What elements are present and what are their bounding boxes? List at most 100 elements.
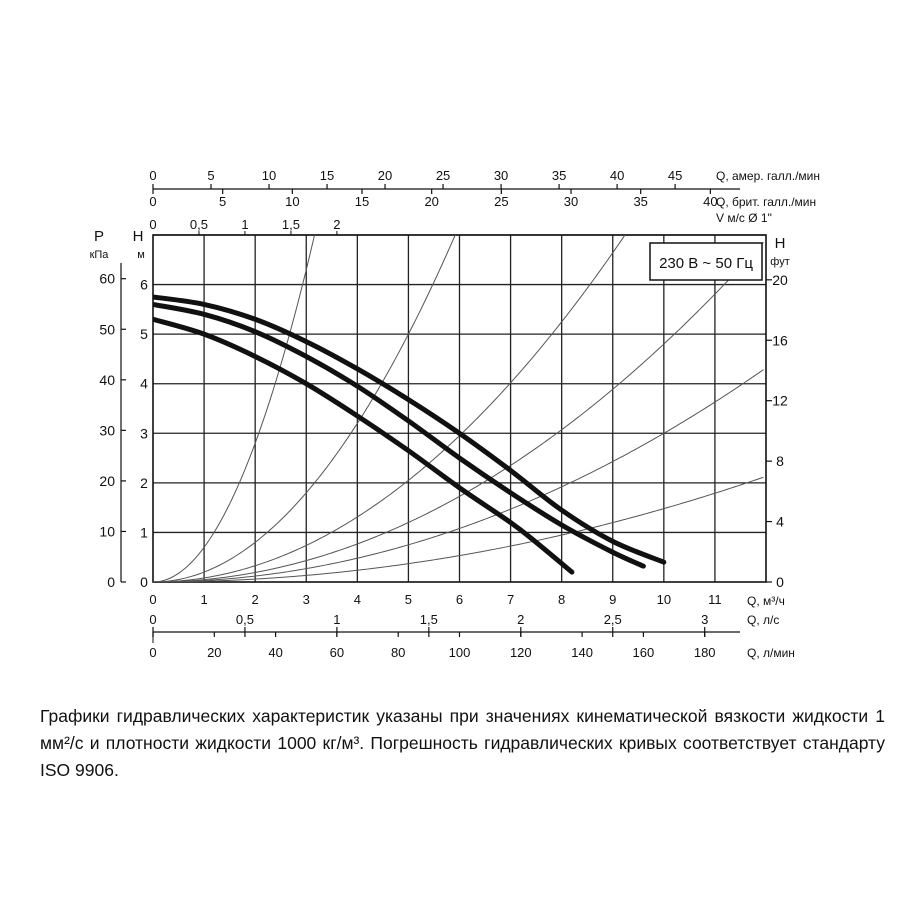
x-us-tick-label: 30: [494, 168, 508, 183]
system-curve: [153, 369, 764, 582]
x-main-tick-label: 11: [708, 592, 722, 607]
x-lmin-tick-label: 80: [391, 645, 405, 660]
plot-frame: [152, 234, 767, 583]
x-us-tick-label: 5: [207, 168, 214, 183]
system-curve: [153, 235, 316, 582]
y-kpa-tick-label: 60: [99, 271, 115, 287]
x-ls-tick-label: 0,5: [236, 612, 254, 627]
x-ls-tick-label: 2,5: [604, 612, 622, 627]
x-lmin-tick-label: 180: [694, 645, 716, 660]
x-main-tick-label: 6: [456, 592, 463, 607]
x-us-axis-label: Q, амер. галл./мин: [716, 169, 820, 183]
x-lmin-tick-label: 140: [571, 645, 593, 660]
x-velocity-axis-label: V м/с Ø 1": [716, 211, 772, 225]
pump-curve-speed-3: [153, 316, 575, 575]
x-main-tick-label: 8: [558, 592, 565, 607]
x-ls-tick-label: 1,5: [420, 612, 438, 627]
y-kpa-tick-label: 20: [99, 473, 115, 489]
x-us-tick-label: 0: [149, 168, 156, 183]
x-main-axis-label: Q, м³/ч: [747, 594, 785, 608]
x-lmin-tick-label: 0: [149, 645, 156, 660]
legend-box: 230 В ~ 50 Гц: [649, 242, 763, 281]
y-ft-axis-title: H: [775, 235, 786, 252]
y-ft-axis-unit: фут: [770, 256, 789, 268]
x-main-tick-label: 3: [303, 592, 310, 607]
pump-curve-speed-1: [153, 294, 667, 565]
x-ls-tick-label: 0: [149, 612, 156, 627]
x-uk-tick-label: 20: [424, 194, 438, 209]
chart-grid: [152, 234, 767, 583]
x-ls-tick-label: 1: [333, 612, 340, 627]
y-kpa-tick-label: 0: [107, 574, 115, 590]
y-ft-tick-label: 4: [776, 514, 784, 530]
chart-tick-labels: 0 1 2 3 4 5 6 7 8 9 10 11 Q, м³/ч0 0,5 1 1,5 2 2,5 3 Q, л/с…: [90, 168, 820, 660]
y-kpa-axis-unit: кПа: [90, 249, 110, 261]
y-main-axis-unit: м: [137, 249, 145, 261]
x-main-tick-label: 4: [354, 592, 361, 607]
pump-performance-chart: 0 1 2 3 4 5 6 7 8 9 10 11 Q, м³/ч0 0,5 1 1,5 2 2,5 3 Q, л/с…: [90, 168, 820, 660]
y-main-tick-label: 3: [140, 425, 148, 441]
x-us-tick-label: 45: [668, 168, 682, 183]
legend-box-text: 230 В ~ 50 Гц: [659, 255, 753, 272]
y-kpa-tick-label: 50: [99, 321, 115, 337]
x-main-tick-label: 9: [609, 592, 616, 607]
system-curve: [153, 235, 456, 582]
x-lmin-axis-label: Q, л/мин: [747, 646, 795, 660]
x-main-tick-label: 10: [657, 592, 671, 607]
x-us-tick-label: 15: [320, 168, 334, 183]
y-ft-tick-label: 8: [776, 453, 784, 469]
x-lmin-tick-label: 100: [449, 645, 471, 660]
y-main-tick-label: 6: [140, 277, 148, 293]
x-uk-tick-label: 0: [149, 194, 156, 209]
y-kpa-tick-label: 40: [99, 372, 115, 388]
x-velocity-tick-label: 1: [241, 217, 248, 232]
system-curve: [153, 476, 764, 582]
system-curve: [153, 241, 764, 582]
x-lmin-tick-label: 120: [510, 645, 532, 660]
y-kpa-tick-label: 10: [99, 523, 115, 539]
y-ft-tick-label: 0: [776, 574, 784, 590]
y-main-axis-title: H: [133, 228, 144, 245]
x-main-tick-label: 7: [507, 592, 514, 607]
x-uk-tick-label: 30: [564, 194, 578, 209]
y-main-tick-label: 5: [140, 326, 148, 342]
legend-box-frame: [649, 242, 763, 281]
y-ft-tick-label: 12: [772, 393, 788, 409]
x-main-tick-label: 1: [200, 592, 207, 607]
x-velocity-tick-label: 1,5: [282, 217, 300, 232]
pump-curves: [153, 294, 667, 575]
x-us-tick-label: 25: [436, 168, 450, 183]
y-kpa-axis-title: P: [94, 228, 104, 245]
x-us-tick-label: 35: [552, 168, 566, 183]
x-uk-tick-label: 35: [633, 194, 647, 209]
x-main-tick-label: 0: [149, 592, 156, 607]
x-us-tick-label: 20: [378, 168, 392, 183]
x-us-tick-label: 10: [262, 168, 276, 183]
x-lmin-tick-label: 60: [330, 645, 344, 660]
y-ft-tick-label: 20: [772, 272, 788, 288]
pump-curve-speed-2: [153, 301, 646, 569]
description-note: Графики гидравлических характеристик ука…: [40, 706, 885, 780]
x-uk-tick-label: 10: [285, 194, 299, 209]
x-main-tick-label: 5: [405, 592, 412, 607]
x-uk-axis-label: Q, брит. галл./мин: [716, 195, 816, 209]
y-main-tick-label: 0: [140, 574, 148, 590]
y-main-tick-label: 4: [140, 376, 148, 392]
x-main-tick-label: 2: [252, 592, 259, 607]
x-lmin-tick-label: 20: [207, 645, 221, 660]
chart-axes: [120, 184, 772, 643]
y-ft-tick-label: 16: [772, 332, 788, 348]
x-velocity-tick-label: 0: [149, 217, 156, 232]
x-velocity-tick-label: 2: [333, 217, 340, 232]
x-ls-tick-label: 3: [701, 612, 708, 627]
x-uk-tick-label: 40: [703, 194, 717, 209]
x-uk-tick-label: 5: [219, 194, 226, 209]
x-us-tick-label: 40: [610, 168, 624, 183]
y-main-tick-label: 1: [140, 524, 148, 540]
x-lmin-tick-label: 160: [633, 645, 655, 660]
x-velocity-tick-label: 0,5: [190, 217, 208, 232]
system-curve: [153, 235, 626, 582]
x-lmin-tick-label: 40: [268, 645, 282, 660]
x-uk-tick-label: 25: [494, 194, 508, 209]
y-kpa-tick-label: 30: [99, 422, 115, 438]
